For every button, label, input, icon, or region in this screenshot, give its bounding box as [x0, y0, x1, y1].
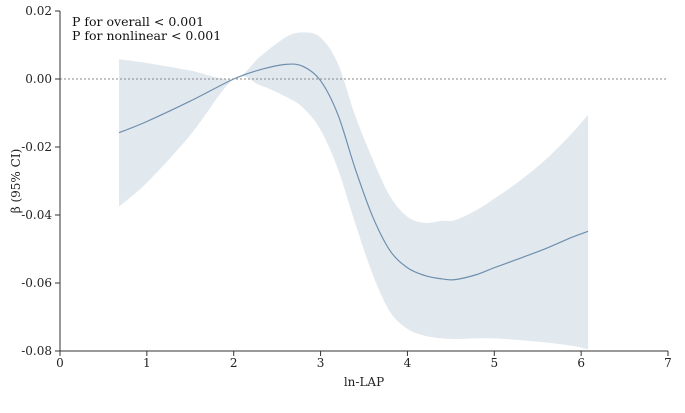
- y-tick-label: -0.04: [21, 208, 52, 222]
- y-tick-label: 0.00: [25, 72, 52, 86]
- y-tick-label: -0.08: [21, 344, 52, 358]
- confidence-band: [119, 32, 589, 350]
- x-tick-label: 0: [56, 356, 64, 370]
- p-nonlinear-annotation: P for nonlinear < 0.001: [72, 28, 221, 43]
- x-tick-label: 6: [577, 356, 585, 370]
- p-overall-annotation: P for overall < 0.001: [72, 14, 204, 29]
- estimate-line: [118, 63, 589, 281]
- x-tick-label: 1: [143, 356, 151, 370]
- x-tick-label: 4: [404, 356, 412, 370]
- x-tick-label: 3: [317, 356, 325, 370]
- x-tick-label: 5: [490, 356, 498, 370]
- x-tick-label: 7: [664, 356, 672, 370]
- tick-labels: 0 1 2 3 4 5 6 7 0.02 0.00 -0.02 -0.04 -0.06 -0.08: [21, 4, 672, 370]
- axes: [55, 10, 669, 356]
- y-tick-label: -0.02: [21, 140, 52, 154]
- confidence-band-layer: [119, 32, 589, 350]
- estimate-line-layer: [118, 63, 589, 281]
- y-tick-label: 0.02: [25, 4, 52, 18]
- x-tick-label: 2: [230, 356, 238, 370]
- x-axis-title: ln-LAP: [344, 375, 384, 389]
- y-tick-label: -0.06: [21, 276, 52, 290]
- y-axis-title: β (95% CI): [9, 149, 23, 214]
